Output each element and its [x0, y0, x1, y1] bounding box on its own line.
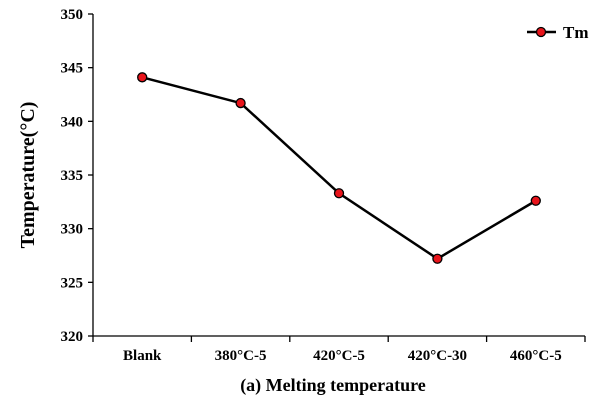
- x-tick-label: 420°C-5: [313, 348, 365, 364]
- data-point: [137, 72, 148, 83]
- y-axis-title: Temperature(°C): [17, 102, 39, 249]
- x-ticks: Blank 380°C-5 420°C-5 420°C-30 460°C-5: [92, 336, 586, 364]
- y-tick-label: 350: [61, 7, 84, 23]
- x-tick-label: 420°C-30: [408, 348, 467, 364]
- legend-marker: [535, 26, 547, 38]
- y-tick-label: 340: [61, 114, 84, 130]
- y-tick-label: 335: [61, 168, 84, 184]
- axes: [92, 14, 585, 337]
- data-point: [432, 253, 443, 264]
- series: [137, 72, 541, 264]
- y-ticks: 320 325 330 335 340 345 350: [61, 7, 93, 345]
- y-tick-label: 325: [61, 275, 84, 291]
- x-tick-label: Blank: [123, 348, 162, 364]
- chart-caption: (a) Melting temperature: [240, 375, 426, 396]
- y-tick-label: 345: [61, 61, 84, 77]
- x-tick-label: 460°C-5: [510, 348, 562, 364]
- data-point: [235, 97, 246, 109]
- y-tick-label: 320: [61, 329, 84, 345]
- data-point: [333, 188, 345, 199]
- legend: Tm: [527, 23, 589, 42]
- y-tick-label: 330: [61, 222, 84, 238]
- x-tick-label: 380°C-5: [215, 348, 267, 364]
- legend-label: Tm: [563, 23, 589, 42]
- data-point: [530, 195, 541, 206]
- series-line: [141, 76, 537, 261]
